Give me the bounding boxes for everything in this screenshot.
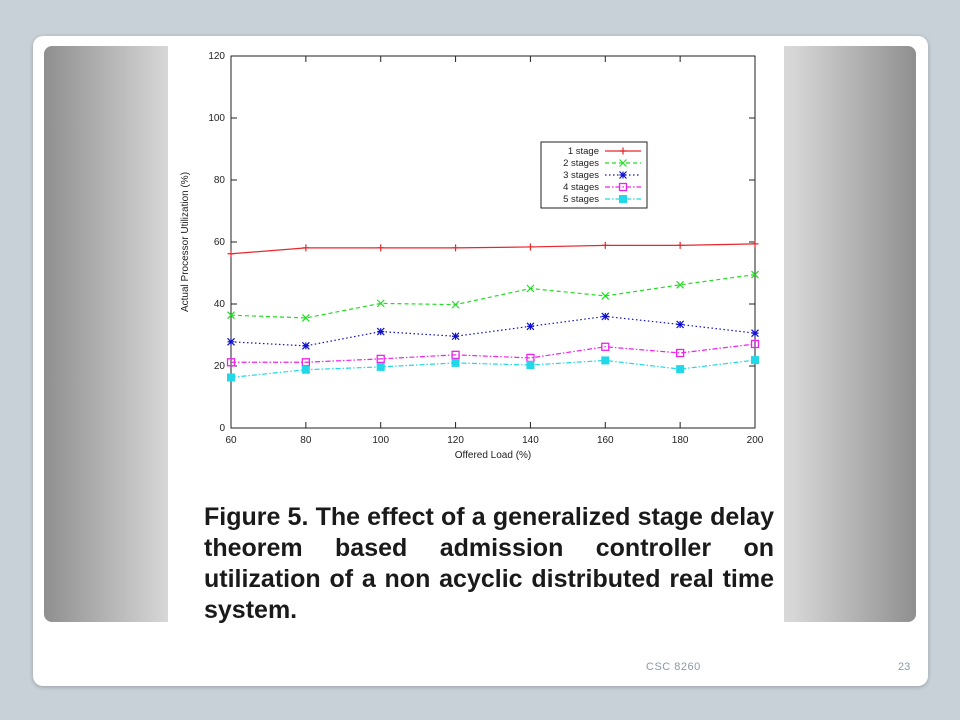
data-point-series-4 [451, 350, 460, 359]
figure-image: 0 20 40 60 80 100 120 60 80 100 120 140 160 180 200 Off… [168, 46, 784, 624]
legend-label: 5 stages [563, 194, 599, 205]
data-point-series-1 [452, 244, 460, 252]
x-tick-label: 140 [522, 435, 539, 446]
legend-label: 1 stage [568, 146, 599, 157]
x-tick-label: 120 [447, 435, 464, 446]
slide-page-number: 23 [898, 661, 911, 673]
legend-marker-4 [618, 182, 628, 192]
data-point-series-3 [601, 312, 610, 321]
x-tick-label: 200 [747, 435, 764, 446]
y-tick-label: 40 [214, 299, 226, 310]
data-point-series-4 [750, 339, 760, 349]
x-tick-label: 80 [300, 435, 312, 446]
y-axis-label: Actual Processor Utilization (%) [180, 172, 191, 312]
data-point-series-2 [601, 292, 610, 300]
y-tick-label: 0 [219, 423, 225, 434]
data-point-series-3 [451, 332, 460, 341]
data-point-series-5 [451, 358, 460, 367]
data-point-series-1 [676, 241, 684, 249]
data-point-series-5 [376, 362, 385, 371]
data-point-series-4 [601, 342, 610, 351]
data-point-series-3 [526, 322, 535, 331]
y-tick-label: 60 [214, 237, 226, 248]
data-point-series-5 [227, 373, 235, 382]
data-point-series-2 [376, 299, 385, 308]
legend-label: 4 stages [563, 182, 599, 193]
data-point-series-1 [526, 243, 534, 251]
figure-caption: Figure 5. The effect of a generalized st… [204, 503, 774, 624]
legend-marker-2 [619, 159, 627, 167]
legend-marker-5 [619, 195, 627, 203]
footer-course-label: CSC 8260 [646, 661, 701, 673]
data-point-series-3 [676, 320, 685, 329]
data-point-series-3 [227, 337, 235, 346]
y-tick-label: 100 [208, 113, 225, 124]
data-point-series-3 [751, 329, 759, 338]
y-tick-label: 80 [214, 175, 226, 186]
legend-label: 3 stages [563, 170, 599, 181]
data-point-series-2 [676, 280, 685, 289]
legend-marker-1 [619, 147, 627, 155]
series-line-1 [230, 243, 756, 255]
data-point-series-5 [526, 361, 535, 370]
legend-marker-3 [619, 171, 627, 179]
x-tick-label: 60 [225, 435, 237, 446]
data-point-series-1 [601, 241, 609, 249]
data-point-series-5 [601, 356, 610, 365]
series-line-5 [230, 359, 756, 379]
data-point-series-5 [676, 365, 685, 374]
x-axis-label: Offered Load (%) [455, 450, 532, 461]
data-point-series-2 [526, 284, 535, 293]
series-line-3 [230, 315, 756, 347]
data-point-series-2 [751, 270, 759, 279]
data-point-series-1 [302, 244, 310, 252]
legend-label: 2 stages [563, 158, 599, 169]
x-tick-label: 100 [372, 435, 389, 446]
data-point-series-3 [301, 341, 310, 350]
data-point-series-1 [227, 250, 235, 258]
series-line-2 [230, 273, 756, 319]
series-line-4 [231, 343, 756, 363]
data-point-series-3 [376, 327, 385, 336]
data-point-series-2 [301, 314, 310, 322]
x-tick-label: 160 [597, 435, 614, 446]
line-chart: 0 20 40 60 80 100 120 60 80 100 120 140 160 180 200 Off… [180, 51, 764, 461]
data-point-series-1 [377, 244, 385, 252]
x-tick-label: 180 [672, 435, 689, 446]
data-point-series-2 [451, 300, 460, 309]
data-point-series-5 [301, 365, 310, 374]
data-point-series-4 [675, 348, 685, 358]
data-point-series-4 [376, 354, 385, 364]
y-tick-label: 120 [208, 51, 225, 62]
data-point-series-1 [751, 240, 759, 248]
data-point-series-4 [226, 358, 236, 367]
y-tick-label: 20 [214, 361, 226, 372]
data-point-series-5 [751, 356, 759, 365]
data-point-series-2 [227, 311, 235, 320]
